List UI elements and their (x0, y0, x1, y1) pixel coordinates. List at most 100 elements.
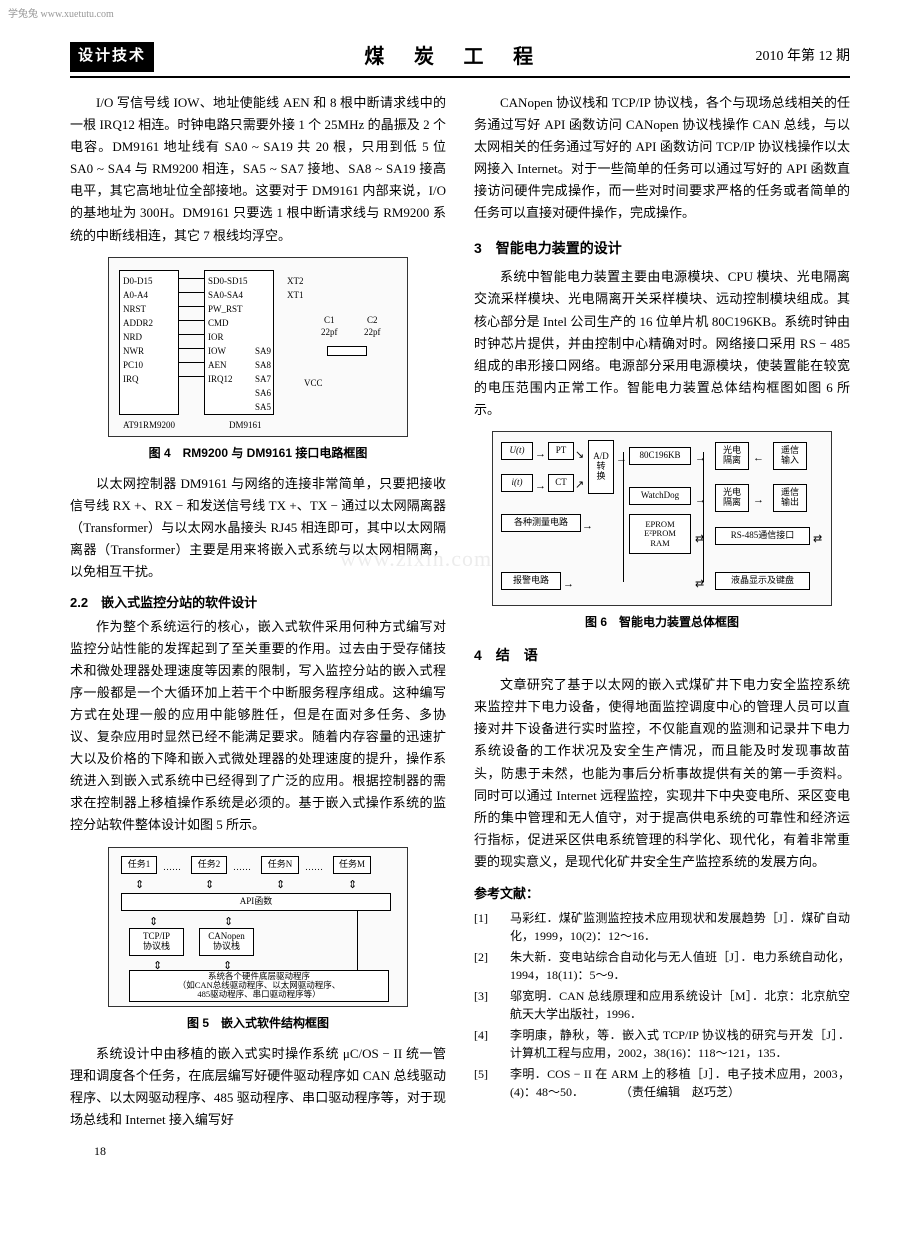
fig4-pin: IOW (208, 344, 226, 359)
fig5-arrow: ⇕ (348, 876, 357, 895)
fig4-left-chip-label: AT91RM9200 (123, 418, 175, 433)
fig6-meas: 各种测量电路 (501, 514, 581, 532)
fig5-task: 任务1 (121, 856, 157, 874)
fig6-rs485: RS-485通信接口 (715, 527, 810, 545)
reference-item: [4] 李明康，静秋，等．嵌入式 TCP/IP 协议栈的研究与开发［J］．计算机… (474, 1026, 850, 1062)
reference-number: [1] (474, 909, 510, 945)
fig4-pin: SA7 (255, 372, 271, 387)
fig6-arrow: ⇄ (813, 530, 822, 549)
fig4-cap: 22pf (321, 325, 338, 340)
fig6-ut: U(t) (501, 442, 533, 460)
figure-4-diagram: AT91RM9200 D0-D15 A0-A4 NRST ADDR2 NRD N… (108, 257, 408, 437)
fig4-line (179, 376, 204, 377)
reference-number: [3] (474, 987, 510, 1023)
paragraph: CANopen 协议栈和 TCP/IP 协议栈，各个与现场总线相关的任务通过写好… (474, 92, 850, 225)
fig5-api: API函数 (121, 893, 391, 911)
fig4-pin: A0-A4 (123, 288, 148, 303)
fig6-arrow: ↗ (575, 476, 584, 495)
page-number: 18 (70, 1141, 446, 1161)
fig4-pin: PC10 (123, 358, 143, 373)
fig4-pin: PW_RST (208, 302, 243, 317)
reference-item: [2] 朱大新．变电站综合自动化与无人值班［J］．电力系统自动化，1994，18… (474, 948, 850, 984)
fig6-arrow: → (695, 491, 706, 510)
fig4-xt: XT1 (287, 288, 304, 303)
paragraph: I/O 写信号线 IOW、地址使能线 AEN 和 8 根中断请求线中的一根 IR… (70, 92, 446, 247)
fig5-stack: CANopen 协议栈 (199, 928, 254, 956)
reference-text: 李明．COS − II 在 ARM 上的移植［J］．电子技术应用，2003，(4… (510, 1065, 850, 1101)
reference-item: [5] 李明．COS − II 在 ARM 上的移植［J］．电子技术应用，200… (474, 1065, 850, 1101)
fig4-right-chip-label: DM9161 (229, 418, 262, 433)
fig6-yin: 遥信 输入 (773, 442, 807, 470)
fig6-arrow: → (582, 517, 593, 536)
paragraph: 以太网控制器 DM9161 与网络的连接非常简单，只要把接收信号线 RX +、R… (70, 473, 446, 583)
fig6-wd: WatchDog (629, 487, 691, 505)
fig4-pin: SA5 (255, 400, 271, 415)
fig4-line (179, 292, 204, 293)
figure-5-diagram: 任务1 …… 任务2 …… 任务N …… 任务M ⇕ ⇕ ⇕ ⇕ API函数 ⇕… (108, 847, 408, 1007)
fig6-arrow: → (563, 575, 574, 594)
fig4-line (179, 348, 204, 349)
fig5-stack: TCP/IP 协议栈 (129, 928, 184, 956)
fig6-cpu: 80C196KB (629, 447, 691, 465)
reference-number: [2] (474, 948, 510, 984)
fig4-pin: IRQ12 (208, 372, 233, 387)
fig4-pin: NRST (123, 302, 146, 317)
fig5-task: 任务N (261, 856, 299, 874)
figure-4: AT91RM9200 D0-D15 A0-A4 NRST ADDR2 NRD N… (70, 257, 446, 463)
fig6-pt: PT (548, 442, 574, 460)
fig6-alarm: 报警电路 (501, 572, 561, 590)
fig4-pin: CMD (208, 316, 229, 331)
references-title: 参考文献： (474, 883, 850, 905)
fig6-arrow: → (753, 491, 764, 510)
fig4-line (179, 278, 204, 279)
reference-text: 马彩红．煤矿监测监控技术应用现状和发展趋势［J］．煤矿自动化，1999，10(2… (510, 909, 850, 945)
fig6-arrow: → (616, 450, 627, 469)
figure-5-caption: 图 5 嵌入式软件结构框图 (70, 1013, 446, 1033)
fig6-arrow: ↘ (575, 446, 584, 465)
fig4-pin: SD0-SD15 (208, 274, 248, 289)
content-columns: I/O 写信号线 IOW、地址使能线 AEN 和 8 根中断请求线中的一根 IR… (70, 92, 850, 1162)
figure-5: 任务1 …… 任务2 …… 任务N …… 任务M ⇕ ⇕ ⇕ ⇕ API函数 ⇕… (70, 847, 446, 1033)
paragraph: 系统中智能电力装置主要由电源模块、CPU 模块、光电隔离交流采样模块、光电隔离开… (474, 266, 850, 421)
fig5-dots: …… (305, 860, 323, 875)
paragraph: 作为整个系统运行的核心，嵌入式软件采用何种方式编写对监控分站性能的发挥起到了至关… (70, 616, 446, 837)
fig6-arrow: ← (753, 449, 764, 468)
figure-6-diagram: U(t) → PT i(t) → CT A/D 转 换 80C196KB Wat… (492, 431, 832, 606)
header-category: 设计技术 (70, 42, 154, 72)
fig6-mem: EPROM E²PROM RAM (629, 514, 691, 554)
fig4-pin: SA0-SA4 (208, 288, 243, 303)
figure-6: U(t) → PT i(t) → CT A/D 转 换 80C196KB Wat… (474, 431, 850, 632)
reference-text: 朱大新．变电站综合自动化与无人值班［J］．电力系统自动化，1994，18(11)… (510, 948, 850, 984)
fig6-lcd: 液晶显示及键盘 (715, 572, 810, 590)
fig6-opto2: 光电 隔离 (715, 484, 749, 512)
fig4-xt: XT2 (287, 274, 304, 289)
paragraph: 文章研究了基于以太网的嵌入式煤矿井下电力安全监控系统来监控井下电力设备，使得地面… (474, 674, 850, 873)
section-3-heading: 3 智能电力装置的设计 (474, 237, 850, 261)
fig4-line (179, 334, 204, 335)
fig4-crystal (327, 346, 367, 356)
reference-text: 邬宽明．CAN 总线原理和应用系统设计［M］．北京：北京航空航天大学出版社，19… (510, 987, 850, 1023)
fig6-it: i(t) (501, 474, 533, 492)
fig6-opto1: 光电 隔离 (715, 442, 749, 470)
fig4-pin: NRD (123, 330, 142, 345)
subsection-2-2: 2.2 嵌入式监控分站的软件设计 (70, 592, 446, 614)
header-issue: 2010 年第 12 期 (756, 45, 851, 69)
section-4-heading: 4 结 语 (474, 644, 850, 668)
fig5-task: 任务2 (191, 856, 227, 874)
right-column: CANopen 协议栈和 TCP/IP 协议栈，各个与现场总线相关的任务通过写好… (474, 92, 850, 1162)
fig5-arrow: ⇕ (205, 876, 214, 895)
fig5-task: 任务M (333, 856, 371, 874)
fig5-arrow: ⇕ (276, 876, 285, 895)
reference-number: [5] (474, 1065, 510, 1101)
fig5-dots: …… (163, 860, 181, 875)
watermark-text: 学兔兔 www.xuetutu.com (8, 6, 114, 23)
figure-4-caption: 图 4 RM9200 与 DM9161 接口电路框图 (70, 443, 446, 463)
fig4-line (179, 320, 204, 321)
reference-item: [1] 马彩红．煤矿监测监控技术应用现状和发展趋势［J］．煤矿自动化，1999，… (474, 909, 850, 945)
fig4-pin: AEN (208, 358, 227, 373)
fig5-line (357, 911, 358, 971)
reference-item: [3] 邬宽明．CAN 总线原理和应用系统设计［M］．北京：北京航空航天大学出版… (474, 987, 850, 1023)
fig4-pin: SA6 (255, 386, 271, 401)
fig6-arrow: → (535, 445, 546, 464)
fig6-ad: A/D 转 换 (588, 440, 614, 494)
